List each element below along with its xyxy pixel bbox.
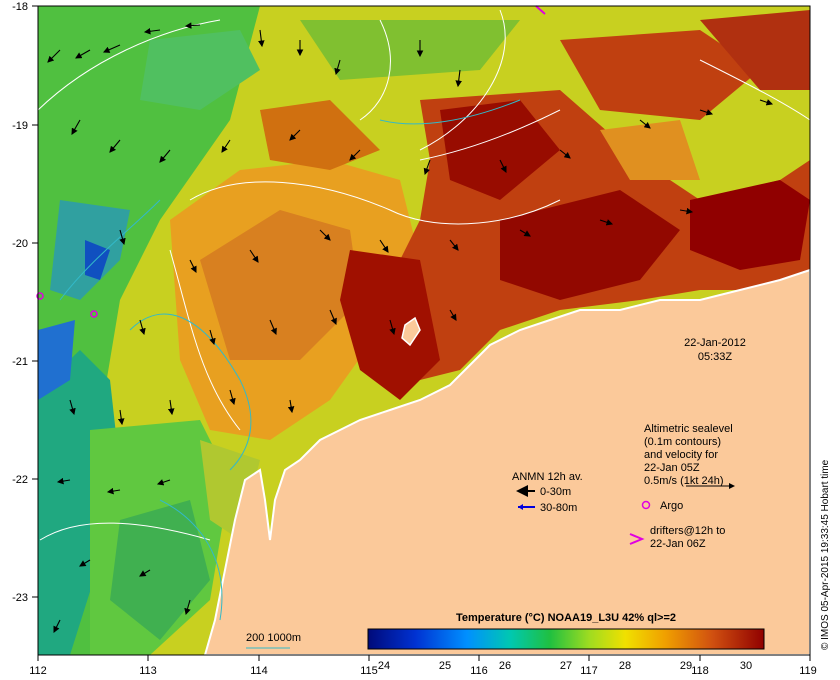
drifters-legend-line: 22-Jan 06Z xyxy=(650,538,706,550)
drifter-track xyxy=(535,5,546,15)
altimetric-legend-line: Altimetric sealevel xyxy=(644,423,733,435)
axis-ticks xyxy=(32,5,811,661)
lon-tick-label: 117 xyxy=(580,665,598,677)
isobaths xyxy=(59,99,521,621)
anmn-shallow-label: 0-30m xyxy=(540,486,571,498)
sst-field xyxy=(38,6,810,655)
lat-tick-label: -18 xyxy=(12,1,28,13)
altimetric-legend-line: (0.1m contours) xyxy=(644,436,721,448)
lon-tick-label: 113 xyxy=(139,665,157,677)
drifters-legend-line: drifters@12h to xyxy=(650,525,725,537)
image-time: 05:33Z xyxy=(698,351,733,363)
anmn-legend-title: ANMN 12h av. xyxy=(512,471,583,483)
credit-text: © IMOS 05-Apr-2015 19:33:45 Hobart time xyxy=(820,459,831,650)
lat-tick-label: -21 xyxy=(12,356,28,368)
altimetric-legend-line: and velocity for xyxy=(644,449,718,461)
plot-border xyxy=(37,5,811,656)
lat-tick-label: -23 xyxy=(12,592,28,604)
velocity-arrows xyxy=(47,22,774,633)
lon-tick-label: 112 xyxy=(29,665,47,677)
island xyxy=(401,316,421,347)
drifter-legend-icon xyxy=(629,533,645,545)
argo-float-marker xyxy=(36,292,44,300)
colorbar-tick: 27 xyxy=(560,660,572,672)
argo-legend-label: Argo xyxy=(660,500,683,512)
lat-tick-label: -20 xyxy=(12,238,28,250)
sealevel-contours xyxy=(37,9,811,541)
colorbar-tick: 26 xyxy=(499,660,511,672)
argo-float-marker xyxy=(90,310,98,318)
anmn-deep-label: 30-80m xyxy=(540,502,577,514)
argo-legend-icon xyxy=(641,500,651,510)
colorbar-title: Temperature (°C) NOAA19_L3U 42% ql>=2 xyxy=(456,612,676,624)
colorbar-tick: 24 xyxy=(378,660,390,672)
altimetric-legend-line: 0.5m/s (1kt 24h) xyxy=(644,475,723,487)
lon-tick-label: 114 xyxy=(250,665,268,677)
colorbar-tick: 30 xyxy=(740,660,752,672)
altimetric-legend-line: 22-Jan 05Z xyxy=(644,462,700,474)
isobath-legend-label: 200 1000m xyxy=(246,632,301,644)
colorbar xyxy=(367,628,765,650)
lat-tick-label: -22 xyxy=(12,474,28,486)
lat-tick-label: -19 xyxy=(12,120,28,132)
lon-tick-label: 119 xyxy=(799,665,817,677)
colorbar-tick: 28 xyxy=(619,660,631,672)
colorbar-tick: 25 xyxy=(439,660,451,672)
lon-tick-label: 118 xyxy=(691,665,709,677)
land-mass xyxy=(203,268,811,656)
image-date: 22-Jan-2012 xyxy=(684,337,746,349)
lon-tick-label: 116 xyxy=(470,665,488,677)
lon-tick-label: 115 xyxy=(360,665,378,677)
anmn-deep-arrowhead xyxy=(518,504,523,510)
colorbar-tick: 29 xyxy=(680,660,692,672)
